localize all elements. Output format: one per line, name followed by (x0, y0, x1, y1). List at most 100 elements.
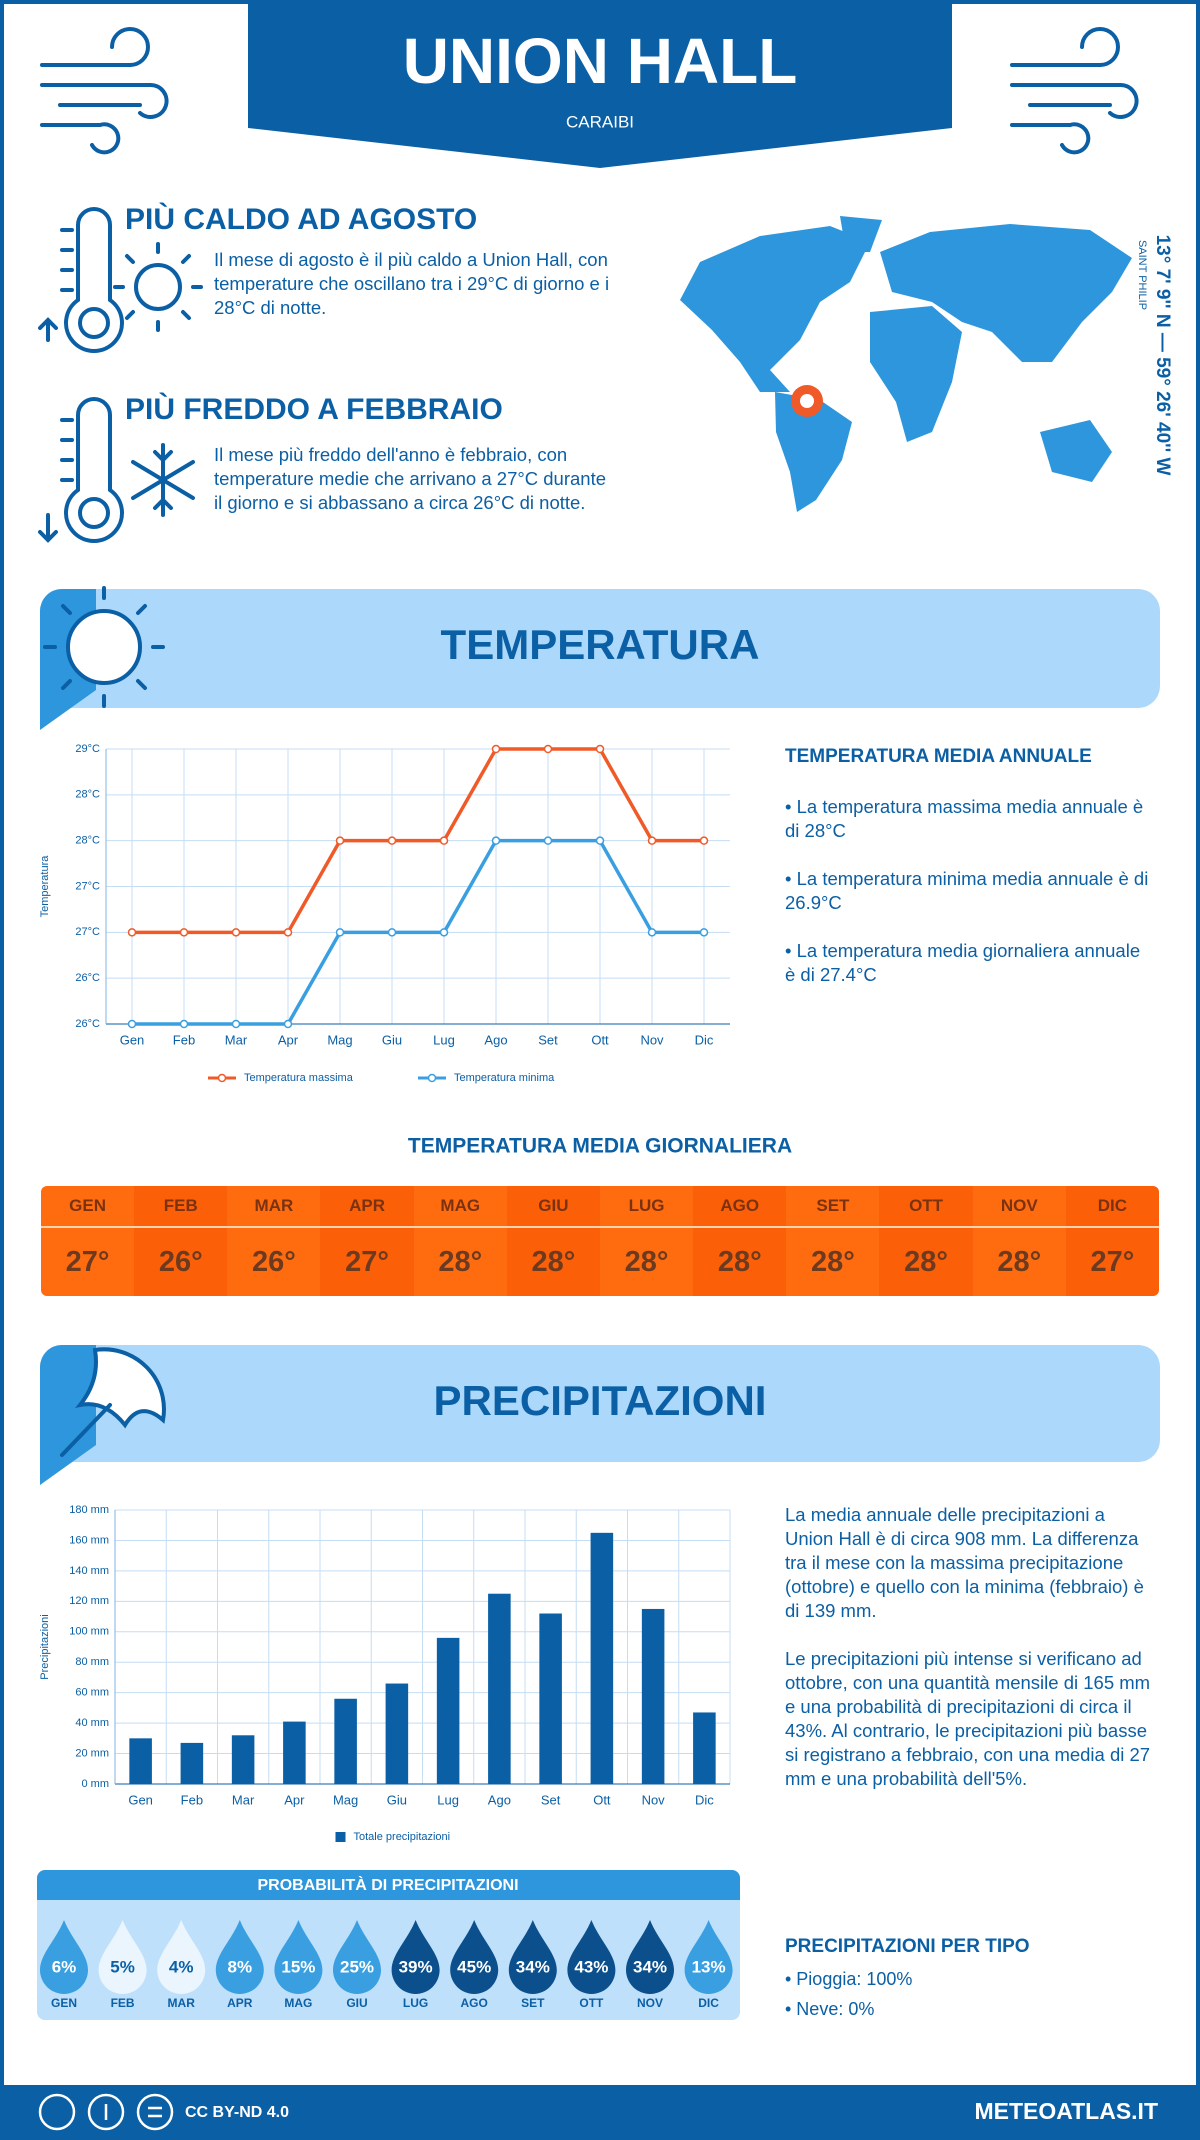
probability-drop (626, 1920, 674, 1994)
bar (129, 1738, 152, 1784)
x-tick-label: Nov (642, 1792, 666, 1807)
location-marker-center (800, 394, 814, 408)
type-title: PRECIPITAZIONI PER TIPO (785, 1936, 1030, 1957)
daily-value: 26° (251, 1245, 296, 1278)
line-point (283, 1019, 293, 1029)
line-point (127, 928, 137, 937)
probability-drop (684, 1920, 733, 1994)
x-tick-label: Apr (278, 1032, 299, 1047)
annual-title: TEMPERATURA MEDIA ANNUALE (785, 746, 1092, 767)
bar (488, 1593, 511, 1784)
daily-value: 27° (345, 1245, 389, 1278)
bar (283, 1721, 306, 1784)
line-point (491, 836, 501, 845)
month-header: LUG (599, 1186, 694, 1228)
line-series (132, 838, 704, 1026)
annual-item: • La temperatura minima media annuale è … (785, 868, 1149, 913)
bar (180, 1742, 204, 1784)
site-name: METEOATLAS.IT (974, 2098, 1158, 2124)
month-label: NOV (637, 1996, 663, 2010)
bar (539, 1613, 562, 1784)
y-tick-label: 29°C (75, 743, 100, 755)
line-point (127, 1019, 137, 1029)
license: CC BY-ND 4.0 (185, 2104, 289, 2121)
month-label: MAG (284, 1996, 312, 2010)
footer-bar (0, 2085, 1200, 2140)
month-header: FEB (134, 1186, 228, 1228)
month-label: OTT (579, 1996, 604, 2010)
table-column: SET 28° (786, 1186, 880, 1296)
y-tick-label: 26°C (75, 972, 100, 984)
line-point (231, 1019, 241, 1029)
x-tick-label: Nov (640, 1032, 664, 1047)
month-label: APR (227, 1996, 253, 2010)
y-tick-label: 80 mm (75, 1656, 109, 1668)
bar (436, 1637, 460, 1784)
legend-label: Temperatura minima (454, 1072, 555, 1084)
paragraph: La media annuale delle precipitazioni a … (785, 1504, 1144, 1621)
x-tick-label: Mar (225, 1032, 248, 1047)
month-header: NOV (972, 1186, 1066, 1228)
highlight-text: Il mese di agosto è il più caldo a Union… (214, 249, 610, 318)
daily-value: 28° (438, 1245, 483, 1278)
probability-label: 5% (110, 1957, 135, 1976)
legend-swatch-dot (217, 1073, 227, 1083)
x-tick-label: Set (538, 1032, 558, 1047)
annual-item: • La temperatura media giornaliera annua… (785, 940, 1141, 985)
panel-header (37, 1870, 740, 1900)
bar (693, 1712, 716, 1784)
highlight-title: PIÙ CALDO AD AGOSTO (125, 202, 477, 236)
month-header: APR (320, 1186, 414, 1228)
line-point (439, 928, 449, 937)
bar (590, 1532, 614, 1784)
daily-value: 28° (531, 1245, 576, 1278)
table-column: MAG 28° (413, 1186, 507, 1296)
x-tick-label: Ott (591, 1032, 609, 1047)
daily-value: 27° (1090, 1245, 1135, 1278)
daily-value: 28° (997, 1245, 1042, 1278)
probability-drop (274, 1920, 323, 1994)
line-point (595, 836, 605, 845)
y-tick-label: 40 mm (75, 1717, 109, 1729)
line-point (543, 836, 553, 845)
line-point (439, 836, 449, 845)
month-header: DIC (1065, 1186, 1159, 1228)
city-title: UNION HALL (403, 25, 798, 97)
panel-title: PROBABILITÀ DI PRECIPITAZIONI (257, 1875, 518, 1894)
month-label: AGO (461, 1996, 488, 2010)
probability-drop (157, 1920, 206, 1994)
table-column: GEN 27° (41, 1186, 135, 1296)
y-tick-label: 140 mm (69, 1565, 109, 1577)
daily-value: 26° (158, 1245, 203, 1278)
probability-drop (391, 1920, 440, 1994)
y-tick-label: 28°C (75, 835, 100, 847)
wind-icon (1010, 27, 1139, 155)
x-tick-label: Mag (333, 1792, 358, 1807)
line-point (179, 928, 189, 937)
x-tick-label: Lug (437, 1792, 459, 1807)
wind-icon (40, 27, 169, 155)
line-point (647, 836, 657, 845)
table-column: LUG 28° (599, 1186, 694, 1296)
line-point (699, 928, 709, 937)
y-tick-label: 160 mm (69, 1534, 109, 1546)
probability-label: 34% (633, 1957, 667, 1976)
probability-label: 13% (692, 1957, 726, 1976)
table-column: FEB 26° (134, 1186, 228, 1296)
region-name: SAINT PHILIP (1136, 240, 1148, 310)
line-point (387, 928, 397, 937)
x-tick-label: Feb (173, 1032, 195, 1047)
type-item: • Neve: 0% (785, 1999, 874, 2019)
daily-value: 28° (810, 1245, 855, 1278)
y-axis-label: Temperatura (39, 855, 51, 918)
thermometer-icon (38, 207, 124, 353)
probability-drop (40, 1920, 88, 1994)
month-header: SET (786, 1186, 880, 1228)
probability-drop (333, 1920, 381, 1994)
month-header: AGO (693, 1186, 787, 1228)
table-title: TEMPERATURA MEDIA GIORNALIERA (408, 1135, 792, 1158)
highlight-title: PIÙ FREDDO A FEBBRAIO (125, 392, 503, 426)
sun-banner-icon (43, 586, 165, 708)
legend-label: Temperatura massima (244, 1072, 354, 1084)
legend-swatch-dot (427, 1073, 437, 1083)
